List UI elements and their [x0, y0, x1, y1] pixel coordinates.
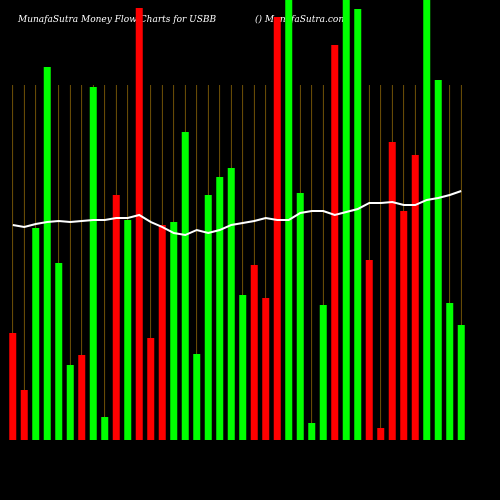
- bar: [216, 177, 224, 440]
- bar: [193, 354, 201, 440]
- bar: [78, 355, 86, 440]
- bar: [342, 0, 350, 440]
- bar: [331, 45, 339, 440]
- bar: [181, 132, 189, 440]
- bar: [239, 295, 247, 440]
- bar: [89, 87, 97, 440]
- bar: [411, 155, 419, 440]
- bar: [423, 0, 431, 440]
- line: [12, 190, 462, 237]
- bar: [32, 228, 40, 440]
- bar: [400, 211, 408, 440]
- bar: [147, 338, 155, 440]
- bar: [250, 265, 258, 440]
- bar: [273, 17, 281, 440]
- bar: [296, 193, 304, 440]
- bar: [55, 263, 63, 440]
- bar: [66, 365, 74, 440]
- bar: [457, 325, 465, 440]
- bar: [135, 8, 143, 440]
- bar: [43, 67, 51, 440]
- bar: [388, 142, 396, 440]
- bar: [446, 303, 454, 440]
- bar: [124, 220, 132, 440]
- bar: [227, 168, 235, 440]
- bar: [204, 195, 212, 440]
- bar: [101, 417, 109, 440]
- chart-title: MunafaSutra Money Flow Charts for USBB: [17, 15, 217, 25]
- bar: [9, 333, 17, 440]
- bar: [319, 305, 327, 440]
- bar: [170, 222, 178, 440]
- bar: [354, 9, 362, 440]
- bar: [377, 428, 385, 440]
- chart-subtitle: () MunafaSutra.com: [255, 14, 347, 25]
- bar: [20, 390, 28, 440]
- bar: [158, 225, 166, 440]
- bar: [365, 260, 373, 440]
- bar: [112, 195, 120, 440]
- bar: [434, 80, 442, 440]
- bar: [262, 298, 270, 440]
- bar: [308, 423, 316, 440]
